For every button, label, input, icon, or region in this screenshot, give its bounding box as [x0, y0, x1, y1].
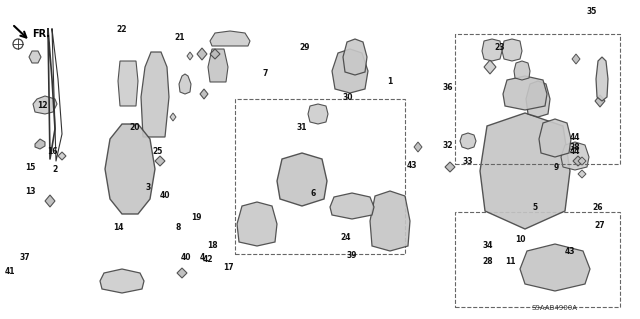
- Polygon shape: [33, 96, 57, 114]
- Polygon shape: [210, 31, 250, 46]
- Polygon shape: [187, 52, 193, 60]
- Polygon shape: [200, 89, 208, 99]
- Text: 39: 39: [347, 250, 357, 259]
- Polygon shape: [197, 48, 207, 60]
- Text: 43: 43: [407, 160, 417, 169]
- Text: 18: 18: [207, 241, 218, 249]
- Polygon shape: [503, 76, 547, 110]
- Polygon shape: [514, 61, 530, 80]
- Text: 1: 1: [387, 78, 392, 86]
- Text: 26: 26: [593, 204, 604, 212]
- Polygon shape: [561, 142, 589, 170]
- Text: 23: 23: [495, 43, 505, 53]
- Polygon shape: [502, 39, 522, 61]
- Text: 22: 22: [116, 26, 127, 34]
- Polygon shape: [179, 74, 191, 94]
- Text: 17: 17: [223, 263, 234, 272]
- Text: 14: 14: [113, 224, 124, 233]
- Polygon shape: [210, 49, 220, 59]
- Text: 29: 29: [300, 43, 310, 53]
- Text: 33: 33: [463, 158, 473, 167]
- Text: 43: 43: [564, 248, 575, 256]
- Text: 36: 36: [443, 84, 453, 93]
- Text: 34: 34: [483, 241, 493, 249]
- Text: 11: 11: [505, 257, 515, 266]
- Text: 7: 7: [262, 69, 268, 78]
- Polygon shape: [332, 49, 368, 93]
- Text: 40: 40: [180, 254, 191, 263]
- Polygon shape: [480, 113, 570, 229]
- Polygon shape: [330, 193, 374, 219]
- Polygon shape: [177, 268, 187, 278]
- Polygon shape: [35, 139, 45, 149]
- Polygon shape: [237, 202, 277, 246]
- Text: 3: 3: [145, 183, 150, 192]
- Polygon shape: [484, 60, 496, 74]
- Polygon shape: [370, 191, 410, 251]
- Text: 42: 42: [203, 256, 213, 264]
- Text: 25: 25: [153, 147, 163, 157]
- Polygon shape: [572, 54, 580, 64]
- Polygon shape: [578, 157, 586, 165]
- Text: 32: 32: [443, 140, 453, 150]
- Text: 31: 31: [297, 123, 307, 132]
- Text: 24: 24: [340, 234, 351, 242]
- Text: 4: 4: [200, 254, 205, 263]
- Text: 35: 35: [587, 8, 597, 17]
- Polygon shape: [578, 170, 586, 178]
- Polygon shape: [29, 51, 41, 63]
- Text: 44: 44: [570, 133, 580, 143]
- Text: 37: 37: [20, 254, 30, 263]
- Polygon shape: [208, 49, 228, 82]
- Text: FR.: FR.: [32, 29, 50, 39]
- Text: 8: 8: [175, 224, 180, 233]
- Text: 19: 19: [191, 213, 201, 222]
- Text: 5: 5: [532, 204, 538, 212]
- Polygon shape: [105, 124, 155, 214]
- Text: 41: 41: [4, 268, 15, 277]
- Text: 38: 38: [570, 144, 580, 152]
- Text: 40: 40: [160, 191, 170, 201]
- Text: 30: 30: [343, 93, 353, 102]
- Text: 21: 21: [175, 33, 185, 42]
- Text: 10: 10: [515, 235, 525, 244]
- Polygon shape: [482, 39, 502, 61]
- Text: 44: 44: [570, 147, 580, 157]
- Polygon shape: [100, 269, 144, 293]
- Polygon shape: [526, 81, 550, 117]
- Polygon shape: [595, 95, 605, 107]
- Polygon shape: [155, 156, 165, 166]
- Text: 12: 12: [36, 100, 47, 109]
- Polygon shape: [573, 156, 583, 166]
- Text: 27: 27: [595, 220, 605, 229]
- Polygon shape: [118, 61, 138, 106]
- Polygon shape: [58, 152, 66, 160]
- Text: 9: 9: [554, 164, 559, 173]
- Polygon shape: [277, 153, 327, 206]
- Text: 13: 13: [25, 188, 35, 197]
- Polygon shape: [170, 113, 176, 121]
- Polygon shape: [141, 52, 169, 137]
- Polygon shape: [460, 133, 476, 149]
- Polygon shape: [520, 244, 590, 291]
- Text: 20: 20: [130, 123, 140, 132]
- Polygon shape: [45, 195, 55, 207]
- Text: S9AAB4900A: S9AAB4900A: [532, 305, 578, 311]
- Polygon shape: [445, 162, 455, 172]
- Polygon shape: [414, 142, 422, 152]
- Text: 16: 16: [47, 147, 57, 157]
- Polygon shape: [343, 39, 367, 75]
- Text: 2: 2: [52, 166, 58, 174]
- Polygon shape: [596, 57, 608, 101]
- Text: 15: 15: [25, 164, 35, 173]
- Text: 6: 6: [310, 189, 316, 198]
- Polygon shape: [308, 104, 328, 124]
- Polygon shape: [539, 119, 571, 157]
- Text: 28: 28: [483, 257, 493, 266]
